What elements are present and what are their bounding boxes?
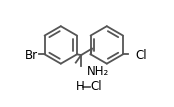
Text: H: H <box>76 80 85 93</box>
Text: Cl: Cl <box>91 80 102 93</box>
Text: NH₂: NH₂ <box>87 65 109 78</box>
Text: Br: Br <box>25 49 38 62</box>
Text: Cl: Cl <box>136 49 147 62</box>
